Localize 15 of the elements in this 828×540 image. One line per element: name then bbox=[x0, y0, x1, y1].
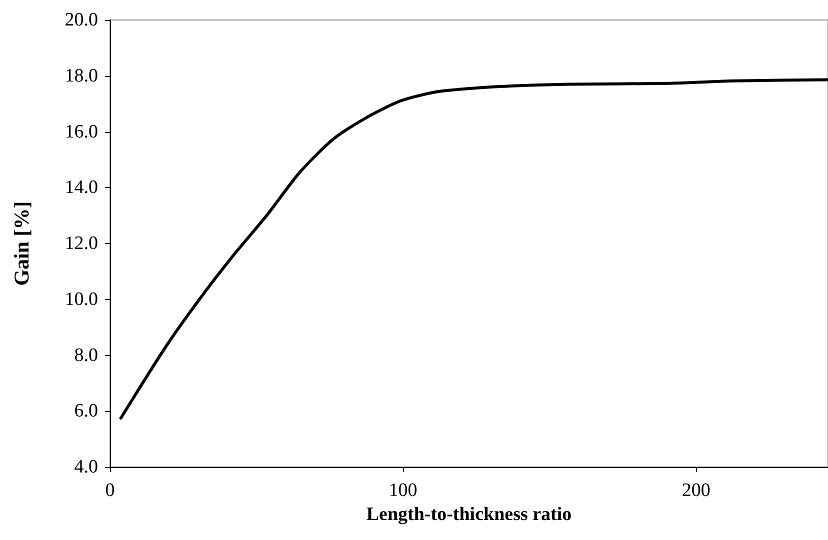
y-tick-label: 4.0 bbox=[74, 456, 98, 478]
y-tick-label: 6.0 bbox=[74, 400, 98, 422]
x-tick-label: 200 bbox=[682, 480, 710, 501]
y-tick-label: 12.0 bbox=[64, 233, 98, 254]
y-tick-label: 16.0 bbox=[64, 121, 98, 142]
y-tick-label: 18.0 bbox=[64, 65, 98, 86]
y-tick-label: 10.0 bbox=[64, 288, 98, 310]
y-axis-title: Gain [%] bbox=[10, 201, 34, 286]
y-tick-label: 14.0 bbox=[64, 177, 98, 198]
y-tick-label: 8.0 bbox=[74, 344, 98, 366]
x-tick-label: 0 bbox=[105, 480, 115, 501]
x-axis-title: Length-to-thickness ratio bbox=[366, 504, 572, 525]
x-tick-label: 100 bbox=[388, 480, 418, 501]
y-tick-label: 20.0 bbox=[64, 10, 98, 30]
line-series bbox=[119, 78, 828, 420]
